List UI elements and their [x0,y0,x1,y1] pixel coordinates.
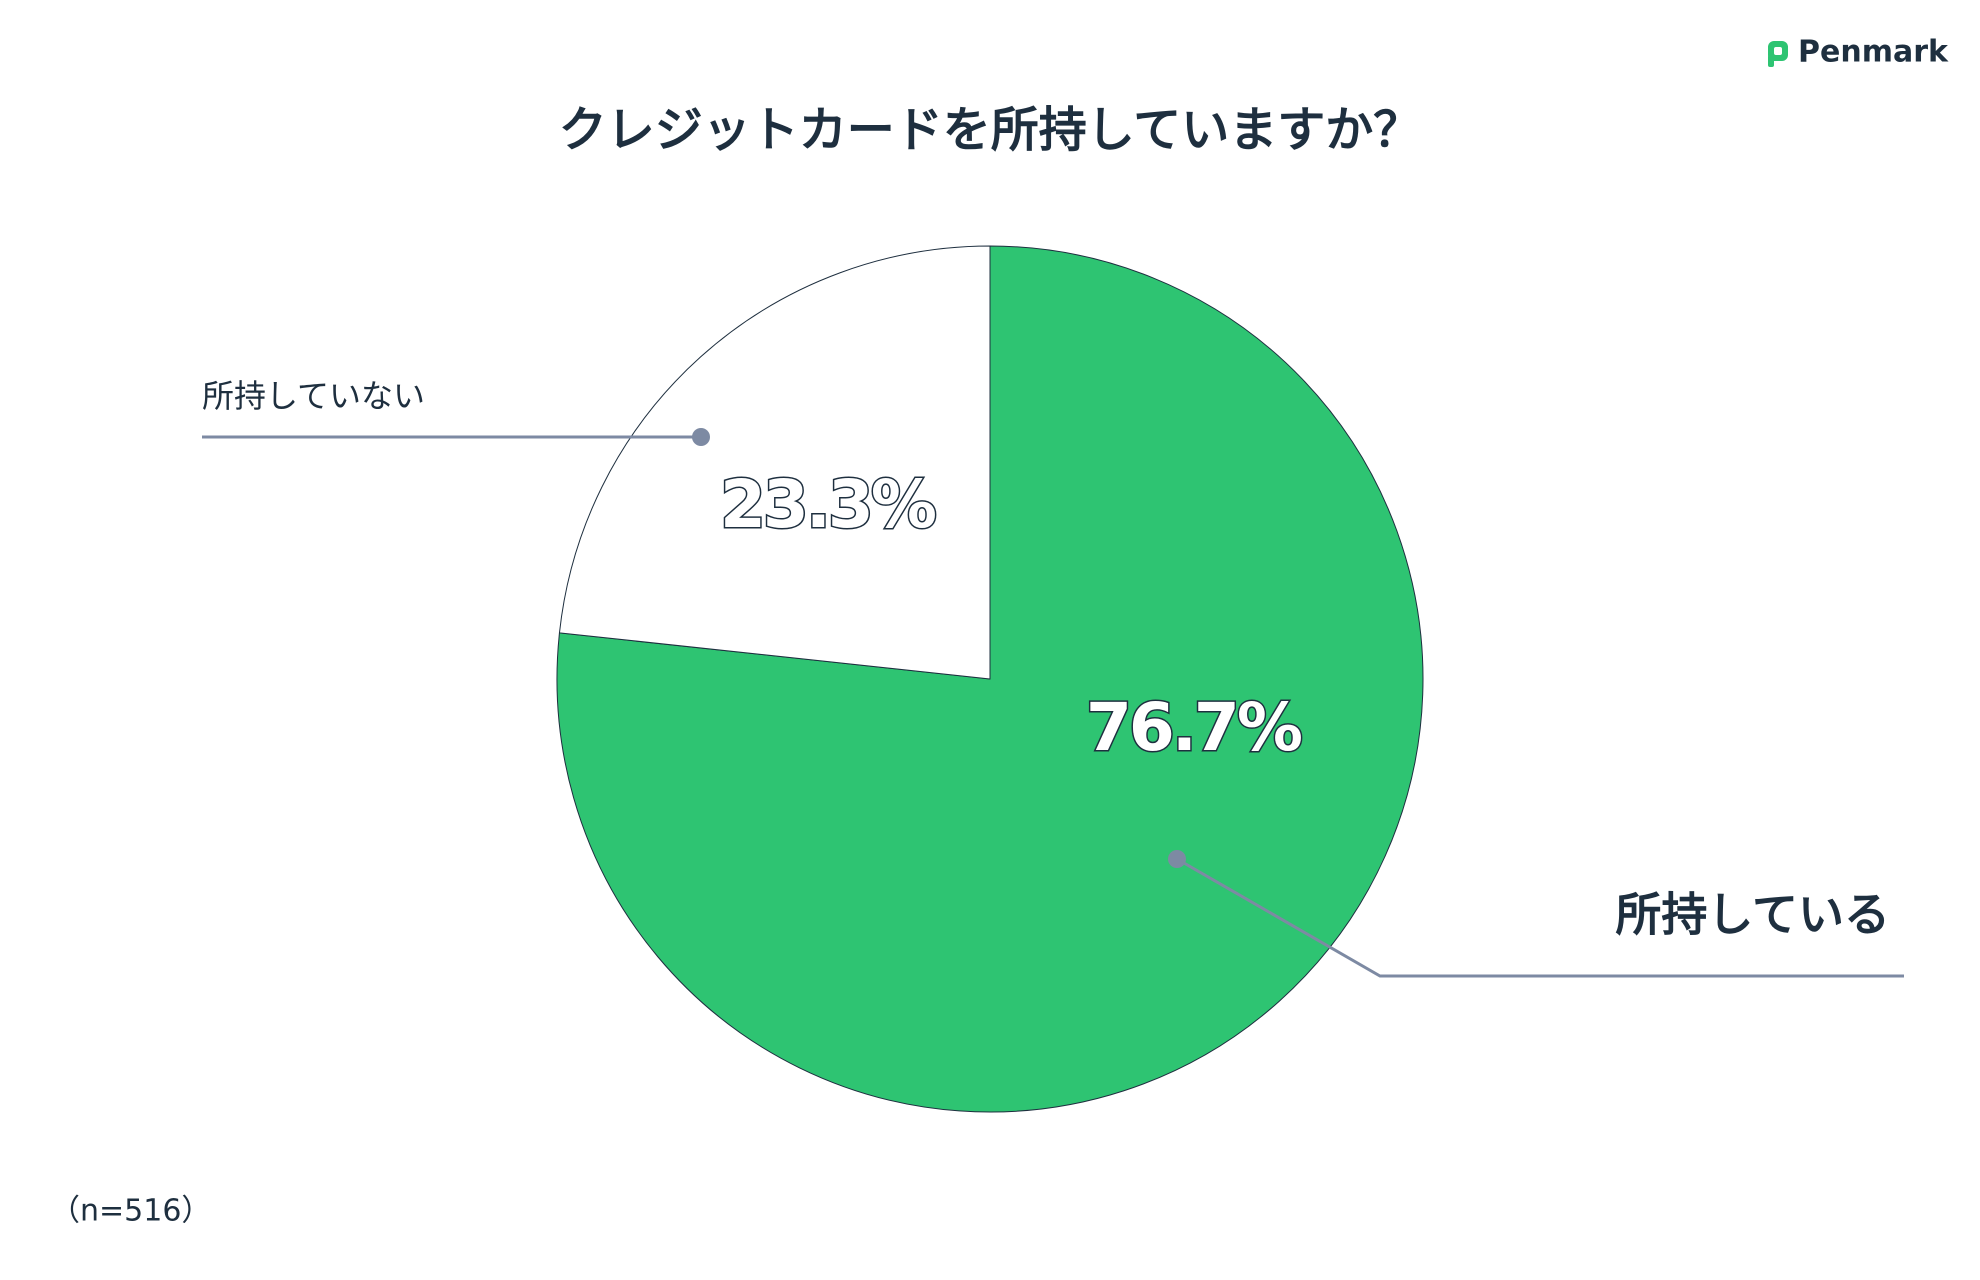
chart-title: クレジットカードを所持していますか？ [559,102,1422,158]
pie [556,245,1424,1113]
leader-dot [1168,850,1186,868]
leader-dot [692,428,710,446]
sample-note: （n=516） [50,1194,211,1229]
category-label: 所持している [1615,888,1890,942]
logo: Penmark [1768,35,1949,70]
pie-slice [556,245,1424,1113]
logo-icon-tail [1768,55,1774,67]
brand: Penmark [1798,35,1949,70]
callouts [202,428,1904,978]
logo-icon-hole [1774,47,1782,55]
leader-line [1176,857,1904,978]
value-label: 76.7% [1086,689,1302,766]
category-label: 所持していない [202,377,425,415]
pie-slice [558,245,991,680]
value-label: 23.3% [720,466,936,543]
